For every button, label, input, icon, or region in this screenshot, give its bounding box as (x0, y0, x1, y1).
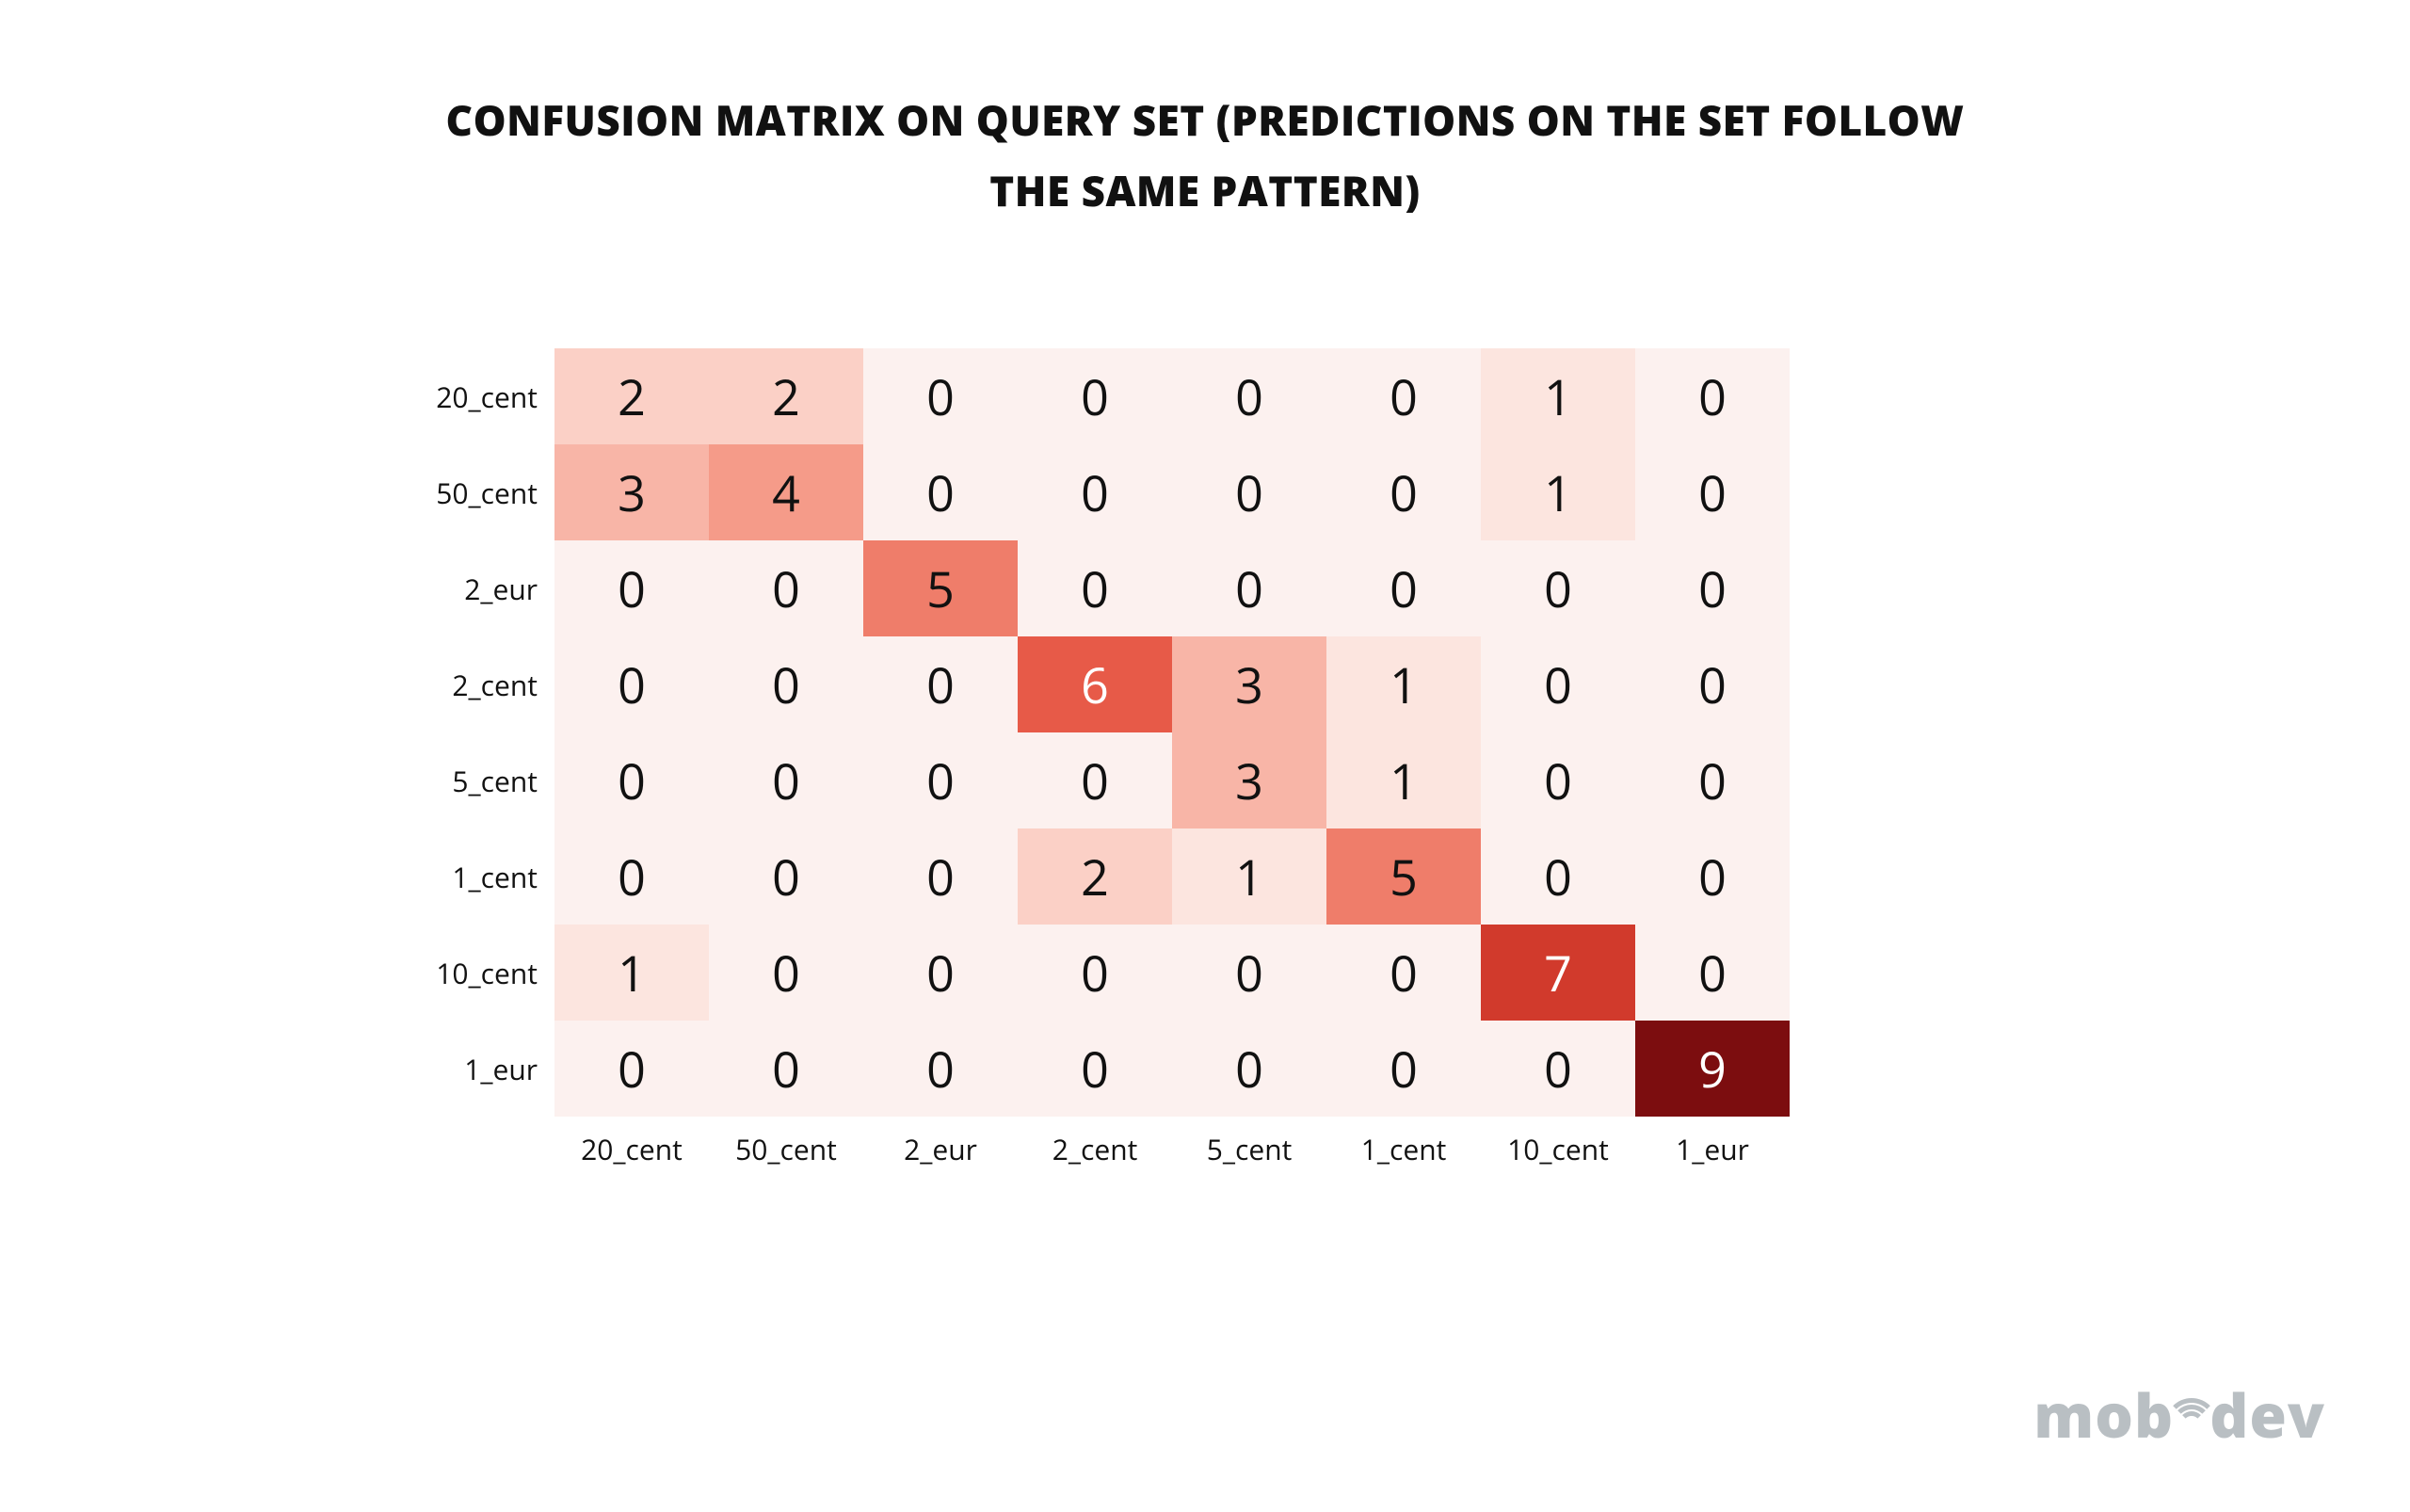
matrix-cell: 2 (709, 348, 863, 444)
matrix-cell: 0 (1481, 828, 1635, 925)
row-label: 1_cent (395, 828, 554, 925)
matrix-cell: 1 (1481, 444, 1635, 540)
matrix-cell: 0 (1172, 444, 1326, 540)
confusion-matrix: 20_cent2200001050_cent340000102_eur00500… (395, 348, 1790, 1169)
matrix-cell: 0 (1172, 348, 1326, 444)
matrix-cell: 0 (1326, 540, 1481, 636)
logo-text-left: mob (2033, 1374, 2174, 1456)
matrix-cell: 6 (1018, 636, 1172, 732)
matrix-cell: 5 (1326, 828, 1481, 925)
matrix-cell: 0 (709, 732, 863, 828)
row-label: 2_eur (395, 540, 554, 636)
matrix-cell: 0 (709, 636, 863, 732)
matrix-cell: 0 (1326, 444, 1481, 540)
matrix-cell: 1 (1326, 636, 1481, 732)
matrix-cell: 0 (1172, 540, 1326, 636)
matrix-cell: 4 (709, 444, 863, 540)
matrix-cell: 0 (1326, 348, 1481, 444)
matrix-cell: 0 (709, 925, 863, 1021)
matrix-cell: 0 (1481, 732, 1635, 828)
col-label: 1_eur (1635, 1117, 1790, 1169)
row-label: 5_cent (395, 732, 554, 828)
matrix-cell: 0 (554, 732, 709, 828)
chart-title-line2: THE SAME PATTERN) (0, 155, 2410, 226)
matrix-cell: 0 (709, 828, 863, 925)
matrix-cell: 0 (863, 444, 1018, 540)
matrix-cell: 0 (1172, 925, 1326, 1021)
matrix-cell: 0 (863, 348, 1018, 444)
matrix-cell: 0 (863, 828, 1018, 925)
matrix-cell: 0 (1635, 444, 1790, 540)
col-label: 1_cent (1326, 1117, 1481, 1169)
matrix-cell: 0 (863, 925, 1018, 1021)
matrix-cell: 0 (554, 540, 709, 636)
matrix-cell: 0 (709, 1021, 863, 1117)
matrix-cell: 0 (554, 828, 709, 925)
matrix-cell: 0 (1018, 1021, 1172, 1117)
matrix-cell: 0 (1018, 444, 1172, 540)
matrix-cell: 7 (1481, 925, 1635, 1021)
matrix-cell: 1 (554, 925, 709, 1021)
matrix-cell: 0 (1635, 925, 1790, 1021)
matrix-cell: 1 (1326, 732, 1481, 828)
matrix-cell: 0 (863, 732, 1018, 828)
col-label: 10_cent (1481, 1117, 1635, 1169)
col-label: 5_cent (1172, 1117, 1326, 1169)
matrix-cell: 0 (1018, 540, 1172, 636)
col-label: 50_cent (709, 1117, 863, 1169)
matrix-cell: 2 (1018, 828, 1172, 925)
matrix-cell: 0 (1481, 636, 1635, 732)
matrix-cell: 9 (1635, 1021, 1790, 1117)
blank-corner (395, 1117, 554, 1169)
matrix-cell: 0 (1018, 732, 1172, 828)
logo-text-right: dev (2209, 1374, 2325, 1456)
col-label: 20_cent (554, 1117, 709, 1169)
matrix-cell: 3 (554, 444, 709, 540)
matrix-cell: 0 (1326, 925, 1481, 1021)
matrix-cell: 0 (709, 540, 863, 636)
wifi-icon (2168, 1387, 2215, 1424)
matrix-cell: 2 (554, 348, 709, 444)
matrix-cell: 0 (1018, 348, 1172, 444)
confusion-matrix-table: 20_cent2200001050_cent340000102_eur00500… (395, 348, 1790, 1169)
chart-title-line1: CONFUSION MATRIX ON QUERY SET (PREDICTIO… (0, 85, 2410, 155)
matrix-cell: 0 (1635, 540, 1790, 636)
row-label: 1_eur (395, 1021, 554, 1117)
row-label: 50_cent (395, 444, 554, 540)
matrix-cell: 0 (1326, 1021, 1481, 1117)
matrix-cell: 3 (1172, 636, 1326, 732)
row-label: 20_cent (395, 348, 554, 444)
col-label: 2_eur (863, 1117, 1018, 1169)
matrix-cell: 0 (1481, 1021, 1635, 1117)
matrix-cell: 0 (863, 1021, 1018, 1117)
row-label: 10_cent (395, 925, 554, 1021)
matrix-cell: 0 (1635, 828, 1790, 925)
matrix-cell: 5 (863, 540, 1018, 636)
matrix-cell: 0 (863, 636, 1018, 732)
matrix-cell: 0 (1635, 732, 1790, 828)
matrix-cell: 3 (1172, 732, 1326, 828)
matrix-cell: 0 (1635, 348, 1790, 444)
page: CONFUSION MATRIX ON QUERY SET (PREDICTIO… (0, 0, 2410, 1512)
col-label: 2_cent (1018, 1117, 1172, 1169)
matrix-cell: 0 (1172, 1021, 1326, 1117)
matrix-cell: 1 (1172, 828, 1326, 925)
matrix-cell: 0 (554, 1021, 709, 1117)
matrix-cell: 0 (554, 636, 709, 732)
mobidev-logo: mob dev (2033, 1374, 2325, 1456)
matrix-cell: 1 (1481, 348, 1635, 444)
row-label: 2_cent (395, 636, 554, 732)
chart-title: CONFUSION MATRIX ON QUERY SET (PREDICTIO… (0, 85, 2410, 226)
matrix-cell: 0 (1018, 925, 1172, 1021)
matrix-cell: 0 (1635, 636, 1790, 732)
matrix-cell: 0 (1481, 540, 1635, 636)
